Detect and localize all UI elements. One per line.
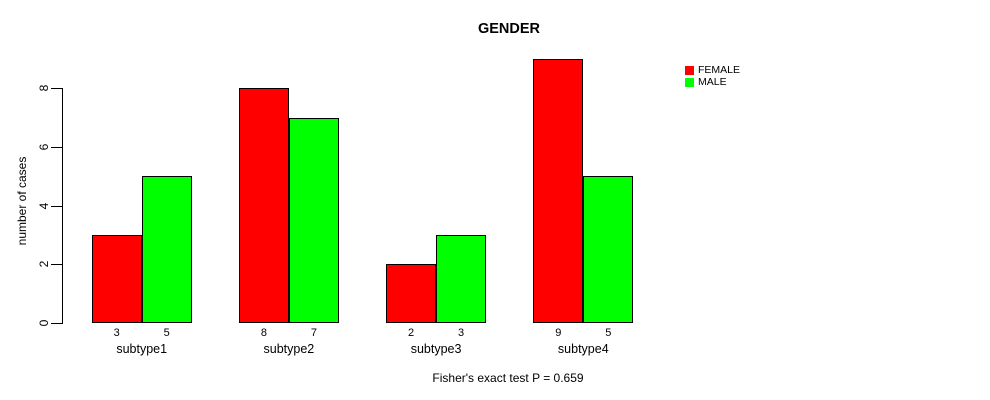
legend-label: FEMALE xyxy=(698,63,741,76)
chart-title: GENDER xyxy=(477,21,541,37)
bar-male-subtype4 xyxy=(583,176,634,323)
bar-male-subtype3 xyxy=(436,235,487,323)
bar-value-label: 3 xyxy=(113,327,120,339)
y-axis-line xyxy=(62,88,63,324)
bar-male-subtype1 xyxy=(141,176,192,323)
legend-swatch-male xyxy=(685,77,694,87)
y-tick-label: 2 xyxy=(37,260,51,268)
x-category-label-subtype2: subtype2 xyxy=(263,342,315,356)
bar-value-label: 2 xyxy=(408,327,415,339)
y-axis-title: number of cases xyxy=(15,156,29,246)
bar-female-subtype3 xyxy=(386,264,437,323)
footnote: Fisher's exact test P = 0.659 xyxy=(432,371,584,385)
y-tick xyxy=(51,205,62,207)
y-tick xyxy=(51,88,62,90)
bar-value-label: 8 xyxy=(260,327,267,339)
y-tick xyxy=(51,264,62,266)
y-tick-label: 4 xyxy=(37,202,51,210)
legend-row-male: MALE xyxy=(685,76,740,88)
legend-row-female: FEMALE xyxy=(685,64,740,76)
bar-female-subtype2 xyxy=(238,88,289,323)
bar-female-subtype4 xyxy=(533,59,584,323)
bar-value-label: 5 xyxy=(163,327,170,339)
bar-female-subtype1 xyxy=(91,235,142,323)
y-tick-label: 6 xyxy=(37,143,51,151)
x-category-label-subtype3: subtype3 xyxy=(410,342,462,356)
legend-swatch-female xyxy=(685,65,694,75)
bar-male-subtype2 xyxy=(288,117,339,323)
legend-label: MALE xyxy=(698,75,727,88)
y-tick-label: 0 xyxy=(37,319,51,327)
y-tick xyxy=(51,147,62,149)
bar-value-label: 5 xyxy=(605,327,612,339)
y-tick-label: 8 xyxy=(37,85,51,92)
x-category-label-subtype1: subtype1 xyxy=(116,342,168,356)
legend: FEMALE MALE xyxy=(685,64,740,88)
bar-value-label: 3 xyxy=(458,327,465,339)
y-tick xyxy=(51,323,62,324)
bar-value-label: 9 xyxy=(555,327,562,339)
x-category-label-subtype4: subtype4 xyxy=(557,342,609,356)
bar-value-label: 7 xyxy=(310,327,317,339)
